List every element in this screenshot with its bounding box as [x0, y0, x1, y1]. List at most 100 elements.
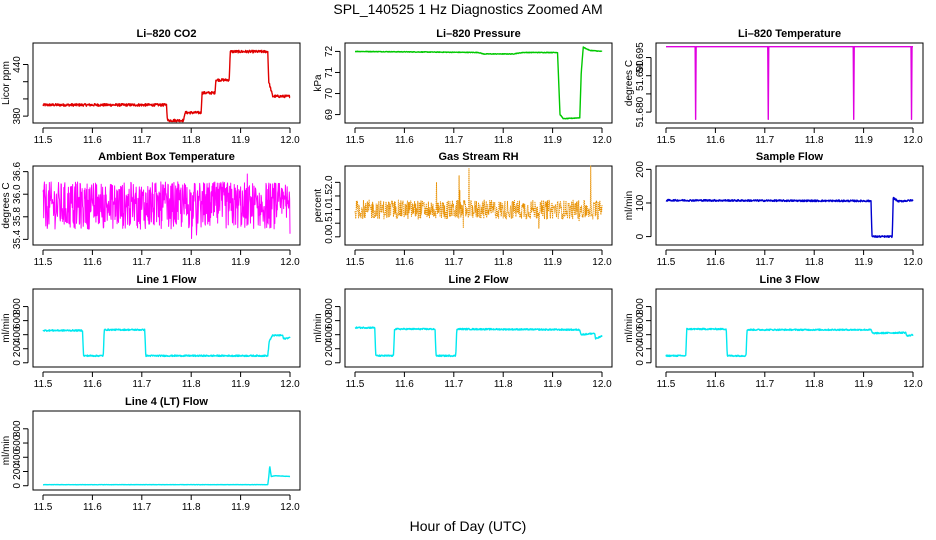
- series-line-line1: [42, 328, 291, 358]
- panel-line2: Line 2 Flow 11.5 11.6 11.7 11.8 11.9 12.0 0 2004…: [313, 274, 613, 390]
- y-tick-label: 200: [635, 161, 646, 178]
- x-tick-label: 11.8: [182, 135, 201, 146]
- x-tick-label: 11.8: [182, 502, 201, 513]
- x-tick-label: 12.0: [592, 135, 612, 146]
- y-axis-label: Licor ppm: [1, 61, 12, 105]
- panel-title: Line 4 (LT) Flow: [125, 396, 208, 408]
- x-tick-label: 11.6: [395, 135, 414, 146]
- y-axis-label: ml/min: [624, 191, 635, 220]
- x-tick-label: 11.7: [132, 379, 151, 390]
- x-tick-label: 11.9: [543, 257, 562, 268]
- x-tick-label: 11.5: [34, 379, 53, 390]
- series-line-sample-flow: [665, 196, 914, 239]
- series-line-box-temp: [42, 173, 291, 239]
- series-line-line4: [42, 466, 291, 486]
- x-tick-label: 11.8: [494, 257, 513, 268]
- y-axis-label: ml/min: [1, 436, 12, 465]
- x-tick-label: 11.6: [83, 379, 102, 390]
- y-tick-label: 71: [324, 66, 335, 78]
- y-axis-label: ml/min: [313, 313, 324, 342]
- panel-pressure: Li–820 Pressure 11.5 11.6 11.7 11.8 11.9 12.0 6…: [313, 28, 613, 146]
- y-axis-label: percent: [313, 189, 324, 223]
- x-tick-label: 11.9: [854, 257, 873, 268]
- x-axis-title: Hour of Day (UTC): [409, 518, 527, 534]
- y-tick-label: 200: [635, 340, 646, 357]
- x-tick-label: 11.9: [854, 379, 873, 390]
- panel-line3: Line 3 Flow 11.5 11.6 11.7 11.8 11.9 12.0 0 2004…: [624, 274, 924, 390]
- plot-frame: [344, 165, 613, 246]
- x-tick-label: 12.0: [592, 257, 612, 268]
- y-tick-label: 51.690: [635, 60, 646, 91]
- x-tick-label: 11.9: [543, 135, 562, 146]
- x-tick-label: 12.0: [903, 257, 923, 268]
- x-tick-label: 11.8: [494, 135, 513, 146]
- series-line-line2: [354, 326, 603, 358]
- y-tick-label: 400: [12, 326, 23, 343]
- series-line-co2: [42, 49, 291, 123]
- y-tick-label: 0: [635, 360, 646, 366]
- y-axis-label: ml/min: [1, 313, 12, 342]
- plot-frame: [32, 42, 301, 124]
- panel-title: Sample Flow: [756, 151, 824, 163]
- y-tick-label: 200: [12, 463, 23, 480]
- panel-title: Line 3 Flow: [760, 274, 820, 286]
- panel-title: Li–820 Pressure: [436, 28, 520, 40]
- y-tick-label: 35.4: [12, 229, 23, 249]
- y-tick-label: 36.0: [12, 184, 23, 204]
- y-tick-label: 1.0: [324, 202, 335, 216]
- panel-title: Li–820 CO2: [137, 28, 197, 40]
- x-tick-label: 11.8: [182, 257, 201, 268]
- y-tick-label: 51.680: [635, 96, 646, 127]
- x-tick-label: 11.7: [444, 257, 463, 268]
- y-tick-label: 200: [324, 340, 335, 357]
- series-line-pressure: [354, 46, 603, 120]
- y-tick-label: 0: [635, 233, 646, 239]
- y-axis-label: degrees C: [624, 60, 635, 106]
- plot-frame: [32, 288, 301, 368]
- y-tick-label: 600: [635, 312, 646, 329]
- y-tick-label: 51.695: [635, 42, 646, 73]
- x-tick-label: 11.6: [395, 257, 414, 268]
- x-tick-label: 11.6: [395, 379, 414, 390]
- series-line-gas-rh: [354, 165, 603, 229]
- x-tick-label: 12.0: [280, 135, 300, 146]
- y-tick-label: 600: [324, 312, 335, 329]
- x-tick-label: 11.9: [231, 135, 250, 146]
- x-tick-label: 12.0: [903, 379, 923, 390]
- y-tick-label: 36.6: [12, 161, 23, 181]
- x-tick-label: 11.5: [657, 257, 676, 268]
- x-tick-label: 11.6: [706, 135, 725, 146]
- x-tick-label: 11.5: [34, 135, 53, 146]
- x-tick-label: 11.7: [132, 257, 151, 268]
- y-axis-label: degrees C: [1, 182, 12, 228]
- x-tick-label: 11.6: [706, 379, 725, 390]
- y-tick-label: 800: [12, 420, 23, 437]
- y-tick-label: 380: [12, 107, 23, 124]
- panel-sample-flow: Sample Flow 11.5 11.6 11.7 11.8 11.9 12.0 0 100 2…: [624, 151, 924, 268]
- y-tick-label: 400: [12, 448, 23, 465]
- x-tick-label: 11.6: [83, 502, 102, 513]
- x-tick-label: 11.8: [805, 135, 824, 146]
- panel-gas-rh: Gas Stream RH 11.5 11.6 11.7 11.8 11.9 12.0 0.0…: [313, 151, 613, 268]
- plot-frame: [344, 42, 613, 124]
- x-tick-label: 11.8: [182, 379, 201, 390]
- y-tick-label: 69: [324, 109, 335, 121]
- x-tick-label: 12.0: [280, 502, 300, 513]
- x-tick-label: 11.7: [132, 502, 151, 513]
- x-tick-label: 12.0: [280, 257, 300, 268]
- x-tick-label: 11.5: [34, 257, 53, 268]
- y-tick-label: 800: [12, 298, 23, 315]
- y-tick-label: 800: [635, 298, 646, 315]
- y-tick-label: 35.8: [12, 207, 23, 227]
- y-axis-label: ml/min: [624, 313, 635, 342]
- x-tick-label: 11.7: [755, 379, 774, 390]
- plot-frame: [32, 410, 301, 491]
- series-line-li820-temp: [666, 45, 913, 121]
- x-tick-label: 11.6: [83, 257, 102, 268]
- y-tick-label: 600: [12, 434, 23, 451]
- x-tick-label: 11.5: [34, 502, 53, 513]
- x-tick-label: 12.0: [280, 379, 300, 390]
- x-tick-label: 11.8: [494, 379, 513, 390]
- y-tick-label: 0.5: [324, 216, 335, 230]
